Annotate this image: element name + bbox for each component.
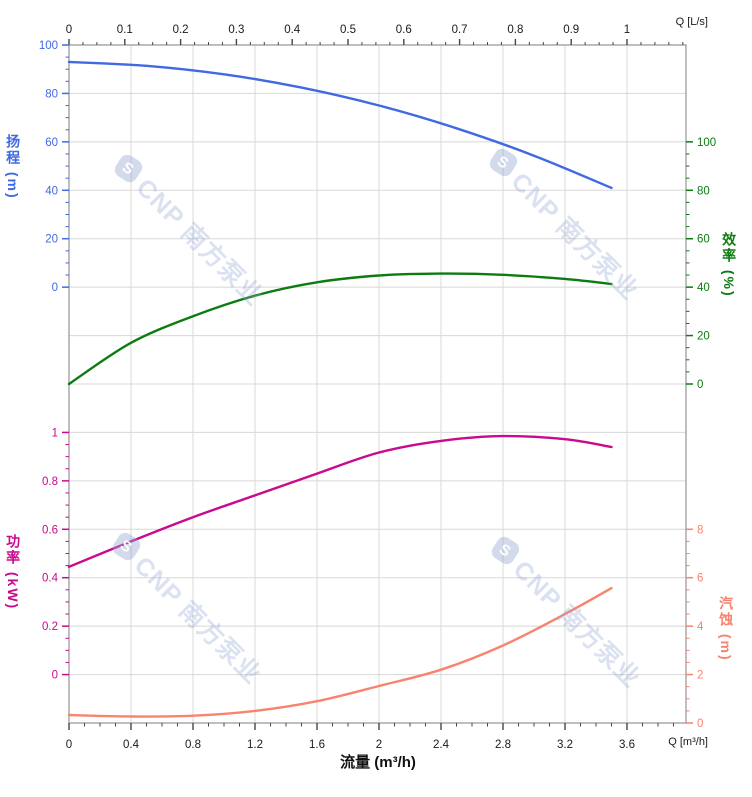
svg-text:4: 4 bbox=[697, 621, 704, 633]
svg-text:80: 80 bbox=[697, 185, 710, 197]
svg-text:0.7: 0.7 bbox=[452, 24, 468, 36]
npsh-curve bbox=[67, 586, 613, 718]
svg-text:2: 2 bbox=[697, 670, 703, 682]
svg-text:6: 6 bbox=[697, 573, 703, 585]
svg-text:2.4: 2.4 bbox=[433, 739, 450, 751]
svg-text:60: 60 bbox=[697, 234, 710, 246]
efficiency-axis-title: 效率 (%) bbox=[721, 232, 738, 298]
svg-text:80: 80 bbox=[45, 88, 58, 100]
head-axis-title: 扬程 (m) bbox=[5, 134, 22, 200]
power-curve bbox=[67, 434, 613, 568]
svg-text:1.2: 1.2 bbox=[247, 739, 263, 751]
efficiency-curve bbox=[67, 272, 613, 386]
svg-text:40: 40 bbox=[45, 185, 58, 197]
svg-text:0.4: 0.4 bbox=[123, 739, 140, 751]
svg-text:0.8: 0.8 bbox=[185, 739, 201, 751]
power-axis-title: 功率 (kW) bbox=[5, 534, 22, 611]
svg-text:100: 100 bbox=[697, 137, 716, 149]
svg-text:40: 40 bbox=[697, 282, 710, 294]
svg-text:0.9: 0.9 bbox=[563, 24, 579, 36]
svg-text:0.2: 0.2 bbox=[42, 621, 58, 633]
svg-text:0.3: 0.3 bbox=[228, 24, 244, 36]
svg-text:0: 0 bbox=[66, 739, 72, 751]
svg-text:0: 0 bbox=[697, 379, 703, 391]
svg-text:1.6: 1.6 bbox=[309, 739, 325, 751]
svg-text:0.2: 0.2 bbox=[173, 24, 189, 36]
svg-text:0.4: 0.4 bbox=[42, 573, 59, 585]
top-axis-unit-label: Q [L/s] bbox=[675, 16, 708, 28]
npsh-axis-title: 汽蚀 (m) bbox=[718, 596, 735, 662]
svg-text:8: 8 bbox=[697, 524, 703, 536]
svg-text:0.4: 0.4 bbox=[284, 24, 301, 36]
svg-text:0.1: 0.1 bbox=[117, 24, 133, 36]
svg-text:1: 1 bbox=[624, 24, 630, 36]
svg-text:20: 20 bbox=[45, 234, 58, 246]
svg-text:0: 0 bbox=[52, 282, 58, 294]
svg-text:0.6: 0.6 bbox=[42, 524, 58, 536]
svg-text:0.6: 0.6 bbox=[396, 24, 412, 36]
head-curve bbox=[67, 60, 613, 190]
svg-text:60: 60 bbox=[45, 137, 58, 149]
svg-text:1: 1 bbox=[52, 427, 58, 439]
bottom-axis-unit-label: Q [m³/h] bbox=[668, 736, 708, 748]
svg-text:0.5: 0.5 bbox=[340, 24, 356, 36]
svg-text:100: 100 bbox=[39, 40, 58, 52]
svg-text:0.8: 0.8 bbox=[42, 476, 58, 488]
svg-text:2.8: 2.8 bbox=[495, 739, 511, 751]
svg-text:20: 20 bbox=[697, 331, 710, 343]
svg-text:3.2: 3.2 bbox=[557, 739, 573, 751]
svg-text:0.8: 0.8 bbox=[507, 24, 523, 36]
bottom-axis-title: 流量 (m³/h) bbox=[340, 754, 416, 771]
svg-text:0: 0 bbox=[697, 718, 703, 730]
svg-text:0: 0 bbox=[66, 24, 72, 36]
svg-text:3.6: 3.6 bbox=[619, 739, 635, 751]
svg-text:2: 2 bbox=[376, 739, 382, 751]
svg-text:0: 0 bbox=[52, 670, 58, 682]
